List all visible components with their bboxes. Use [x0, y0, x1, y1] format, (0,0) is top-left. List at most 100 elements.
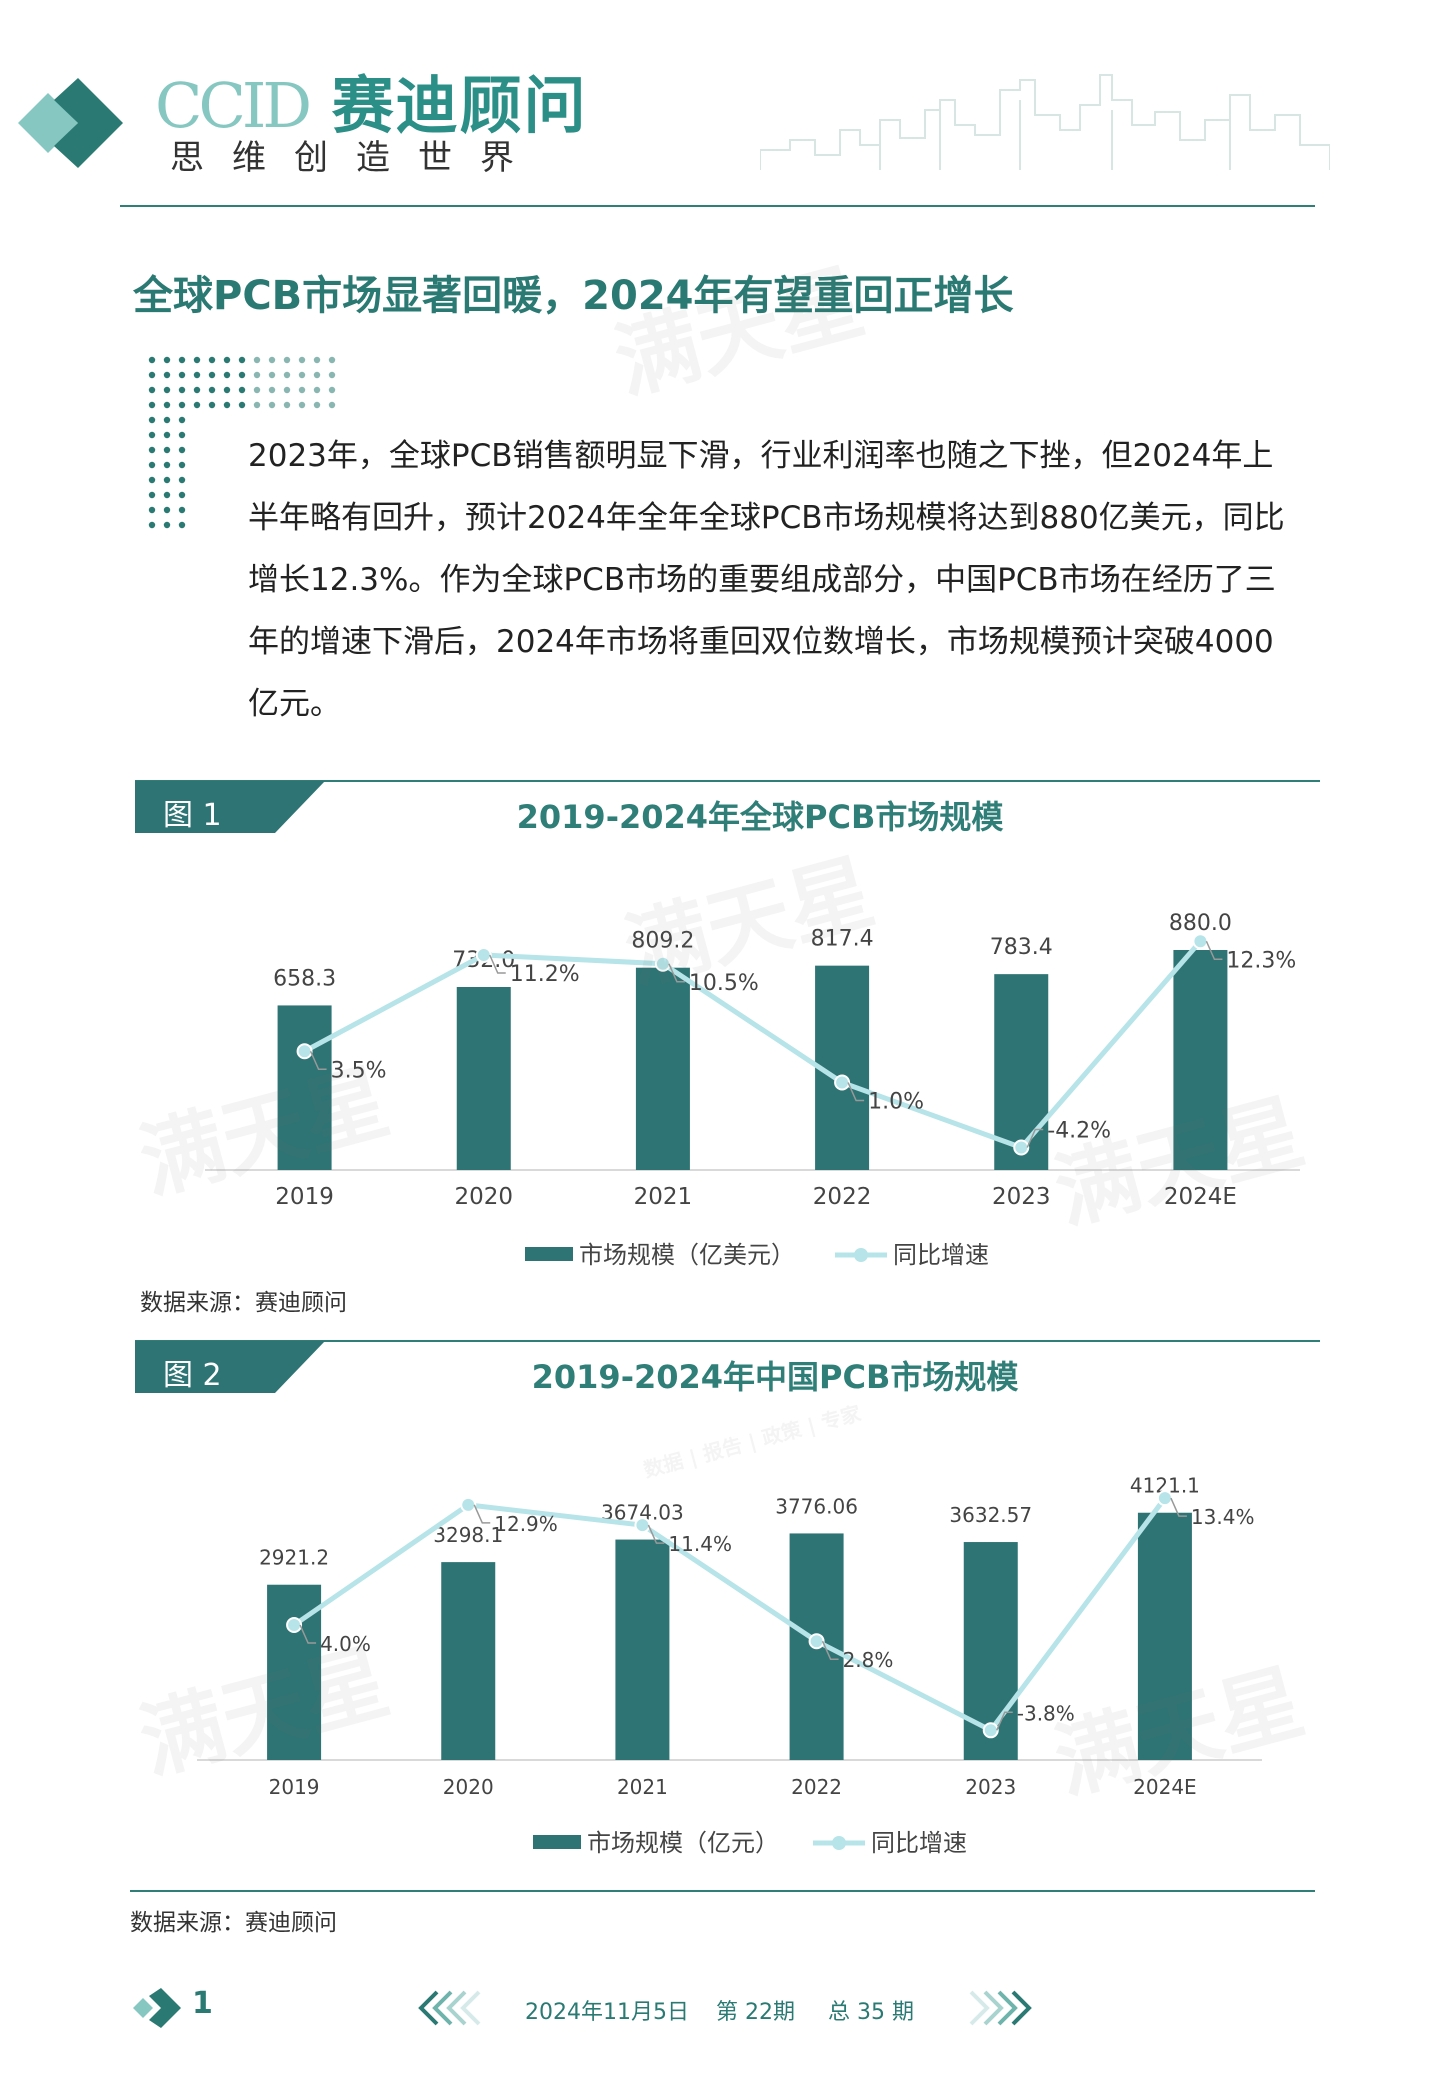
bar-2024E	[1137, 1512, 1192, 1760]
decor-dot	[178, 371, 186, 379]
x-tick-label: 2019	[275, 1184, 334, 1210]
decor-dot	[253, 401, 261, 409]
decor-dot	[328, 386, 336, 394]
decor-dot	[268, 386, 276, 394]
decor-dot	[178, 401, 186, 409]
intro-paragraph: 2023年，全球PCB销售额明显下滑，行业利润率也随之下挫，但2024年上半年略…	[248, 438, 1285, 722]
decor-dot	[148, 401, 156, 409]
x-tick-label: 2023	[965, 1775, 1016, 1799]
growth-leader-line	[647, 1524, 665, 1544]
growth-line	[292, 1496, 1167, 1733]
decor-dot	[148, 461, 156, 469]
growth-value-label: 1.0%	[868, 1090, 924, 1115]
decor-dot	[163, 491, 171, 499]
bar-2023	[994, 974, 1049, 1170]
bar-value-label: 783.4	[990, 935, 1053, 960]
decor-dot	[148, 431, 156, 439]
growth-point-2019	[296, 1043, 313, 1060]
growth-line	[303, 939, 1203, 1150]
bar-2019	[277, 1005, 332, 1170]
growth-value-label: -4.2%	[1047, 1119, 1111, 1144]
footer-chevron-left-icon	[418, 1990, 481, 2026]
decor-dot	[148, 416, 156, 424]
bar-value-label: 3632.57	[949, 1503, 1032, 1527]
decor-dot	[223, 386, 231, 394]
legend-bar-label: 市场规模（亿美元）	[579, 1241, 795, 1269]
bar-2020	[456, 987, 511, 1170]
decor-dot	[253, 356, 261, 364]
growth-value-label: 12.9%	[494, 1512, 558, 1536]
bar-value-label: 817.4	[811, 927, 874, 952]
growth-leader-line	[1205, 940, 1223, 960]
brand-slogan: 思维创造世界	[170, 138, 542, 178]
header-divider	[120, 205, 1315, 207]
decor-dot	[163, 521, 171, 529]
bar-2021	[635, 967, 690, 1170]
bar-value-label: 809.2	[631, 929, 694, 954]
growth-point-2020	[475, 947, 492, 963]
growth-point-2021	[654, 955, 671, 972]
decor-dot	[178, 356, 186, 364]
decor-dot	[283, 356, 291, 364]
decor-dot	[163, 416, 171, 424]
decor-dot	[178, 386, 186, 394]
decor-dot	[208, 356, 216, 364]
logo-diamond-icon	[18, 78, 123, 168]
decor-dot	[178, 506, 186, 514]
decor-dot	[148, 506, 156, 514]
decor-dot	[148, 386, 156, 394]
decor-dot	[178, 431, 186, 439]
decor-dot	[313, 386, 321, 394]
x-tick-label: 2020	[454, 1184, 513, 1210]
chart2-title: 2019-2024年中国PCB市场规模	[531, 1358, 1019, 1396]
growth-point-2019	[286, 1617, 303, 1633]
growth-point-2023	[1013, 1139, 1030, 1156]
decor-dot	[178, 461, 186, 469]
decor-dot	[208, 371, 216, 379]
bar-2024E	[1173, 950, 1228, 1170]
decor-dot	[163, 431, 171, 439]
bar-2021	[615, 1539, 670, 1760]
bar-2020	[441, 1562, 496, 1760]
figure2-rule	[135, 1340, 1320, 1342]
x-tick-label: 2022	[791, 1775, 842, 1799]
decor-dot	[163, 371, 171, 379]
growth-point-2021	[634, 1517, 651, 1534]
legend-line-label: 同比增速	[871, 1829, 967, 1857]
figure1-tab	[135, 781, 325, 833]
footer-date: 2024年11月5日	[525, 2000, 689, 2025]
decor-dot	[178, 521, 186, 529]
decor-dot	[163, 356, 171, 364]
chart2-china-pcb: 2921.220193298.120203674.0320213776.0620…	[197, 1474, 1262, 1857]
decor-dot	[163, 401, 171, 409]
footer-total: 总 35 期	[828, 2000, 914, 2025]
chart1-global-pcb: 658.32019732.02020809.22021817.42022783.…	[205, 911, 1300, 1269]
legend-line-marker	[854, 1248, 868, 1262]
bar-value-label: 3298.1	[433, 1523, 503, 1547]
decor-dot	[253, 371, 261, 379]
figure2-tab	[135, 1341, 325, 1393]
brand-logo-text: CCID 赛迪顾问	[155, 55, 588, 145]
growth-point-2024E	[1156, 1490, 1173, 1507]
decor-dot	[193, 386, 201, 394]
x-tick-label: 2024E	[1164, 1184, 1237, 1210]
growth-point-2020	[460, 1496, 477, 1513]
decor-dot	[148, 446, 156, 454]
decor-dot	[238, 356, 246, 364]
decor-dot	[223, 401, 231, 409]
x-tick-label: 2022	[813, 1184, 872, 1210]
decor-dot	[328, 356, 336, 364]
growth-value-label: 4.0%	[320, 1632, 371, 1656]
footer-chevron-right-icon	[969, 1990, 1032, 2026]
decor-dot	[313, 371, 321, 379]
decor-dot	[298, 401, 306, 409]
decor-dot	[298, 386, 306, 394]
decor-dot	[268, 401, 276, 409]
growth-value-label: 11.4%	[668, 1532, 732, 1556]
x-tick-label: 2020	[443, 1775, 494, 1799]
footer-diamond-icon	[133, 1988, 181, 2028]
bar-value-label: 3776.06	[775, 1494, 858, 1518]
growth-leader-line	[821, 1640, 839, 1660]
decor-dot	[268, 371, 276, 379]
x-tick-label: 2024E	[1133, 1775, 1197, 1799]
